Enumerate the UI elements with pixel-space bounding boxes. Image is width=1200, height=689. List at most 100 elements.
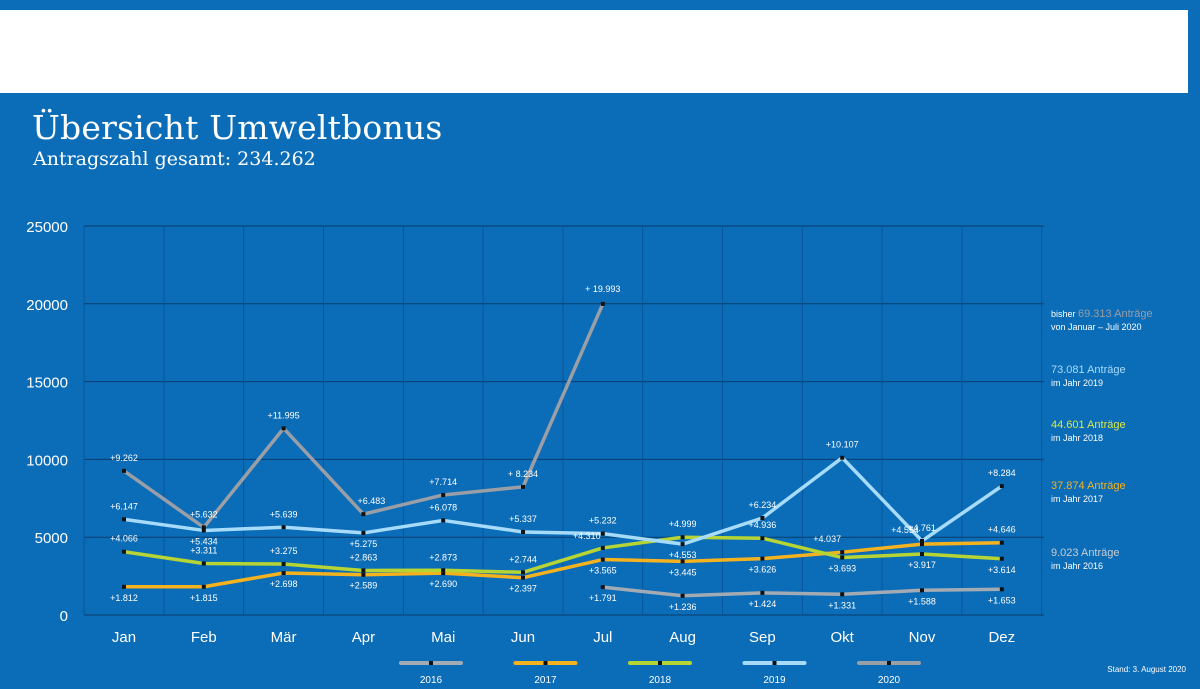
annotation-value: 37.874 Anträge: [1051, 480, 1126, 492]
y-tick-label-20000: 20000: [26, 297, 68, 314]
data-point-2019-Nov: [920, 538, 924, 543]
data-point-2019-Jul: [600, 531, 605, 536]
x-tick-label-Jul: Jul: [593, 629, 612, 646]
data-point-2018-Mai: [441, 568, 446, 573]
x-tick-label-Aug: Aug: [669, 629, 696, 646]
series-2019: [122, 455, 1004, 547]
data-point-2018-Jul: [600, 545, 605, 550]
header-banner: [0, 10, 1188, 93]
stand-date: Stand: 3. August 2020: [1107, 665, 1186, 674]
series-line-2020: [122, 302, 605, 530]
data-label-2017-Jan: +1.812: [110, 593, 138, 603]
data-label-2018-Okt: +3.693: [828, 564, 856, 574]
data-label-2019-Sep: +6.234: [749, 500, 777, 510]
data-label-2020-Feb: +5.632: [190, 509, 218, 519]
data-label-2019-Mär: +5.639: [270, 509, 298, 519]
data-point-2019-Feb: [201, 528, 206, 533]
data-label-2016-Nov: +1.588: [908, 596, 936, 606]
data-label-2017-Jul: +3.565: [589, 566, 617, 576]
annotation-total-4: 9.023 Anträge: [1051, 547, 1120, 559]
legend-marker-2017: [543, 661, 548, 665]
data-label-2017-Nov: +4.554: [891, 525, 919, 535]
annotation-sub-0: von Januar – Juli 2020: [1051, 322, 1142, 332]
data-label-2017-Sep: +3.626: [749, 565, 777, 575]
data-point-2020-Feb: [201, 525, 206, 530]
data-point-2019-Okt: [840, 455, 845, 460]
annotation-value: 44.601 Anträge: [1051, 419, 1126, 431]
data-point-2017-Mär: [281, 571, 286, 576]
data-label-2020-Apr: +6.483: [358, 496, 386, 506]
data-point-2019-Jan: [122, 517, 126, 522]
data-label-2019-Apr: +5.275: [350, 539, 378, 549]
data-point-2019-Jun: [521, 529, 525, 534]
data-label-2016-Okt: +1.331: [828, 600, 856, 610]
series-2018: [122, 535, 1004, 575]
annotation-sub-2: im Jahr 2018: [1051, 433, 1103, 443]
y-tick-label-5000: 5000: [35, 530, 68, 547]
legend-label-2016: 2016: [420, 675, 443, 686]
chart-series: [122, 301, 1004, 598]
data-label-2019-Aug: +4.553: [669, 550, 697, 560]
series-line-2018: [122, 535, 1004, 575]
data-point-2016-Sep: [760, 590, 765, 595]
x-tick-label-Apr: Apr: [352, 629, 375, 646]
data-point-2020-Jul: [600, 301, 605, 306]
data-label-2019-Nov: +4.761: [908, 523, 936, 533]
data-label-2020-Jan: +9.262: [110, 453, 138, 463]
data-label-2018-Apr: +2.863: [350, 552, 378, 562]
series-2017: [122, 540, 1004, 589]
data-label-2017-Mai: +2.690: [429, 579, 457, 589]
annotation-sub-1: im Jahr 2019: [1051, 378, 1103, 388]
data-label-2020-Jun: + 8.234: [508, 469, 538, 479]
annotation-total-3: 37.874 Anträge: [1051, 480, 1126, 492]
data-point-2017-Okt: [840, 550, 845, 555]
x-tick-label-Dez: Dez: [988, 629, 1015, 646]
data-label-2018-Jul: +4.310: [573, 531, 601, 541]
x-tick-label-Jun: Jun: [511, 629, 535, 646]
data-label-2018-Jun: +2.744: [509, 554, 537, 564]
data-point-2017-Nov: [920, 542, 924, 547]
legend-label-2019: 2019: [763, 675, 786, 686]
data-label-2019-Dez: +8.284: [988, 468, 1016, 478]
data-label-2019-Okt: +10.107: [826, 440, 859, 450]
data-label-2018-Dez: +3.614: [988, 565, 1016, 575]
data-label-2016-Aug: +1.236: [669, 602, 697, 612]
y-tick-label-0: 0: [60, 608, 68, 625]
data-point-2018-Sep: [760, 536, 765, 541]
y-tick-label-10000: 10000: [26, 452, 68, 469]
series-2020: [122, 301, 605, 530]
data-point-2018-Okt: [840, 555, 845, 560]
data-label-2019-Jul: +5.232: [589, 516, 617, 526]
chart-annotations: bisher 69.313 Anträge von Januar – Juli 2…: [1051, 308, 1153, 571]
data-point-2017-Jan: [122, 584, 126, 589]
data-label-2020-Mär: +11.995: [268, 410, 300, 420]
legend-label-2018: 2018: [649, 675, 672, 686]
x-tick-label-Mär: Mär: [271, 629, 297, 646]
annotation-sub-3: im Jahr 2017: [1051, 494, 1103, 504]
data-label-2017-Dez: +4.646: [988, 525, 1016, 535]
chart-legend: 2016 2017 2018 2019 2020: [399, 661, 921, 686]
chart-title: Übersicht Umweltbonus: [32, 108, 443, 147]
x-tick-label-Sep: Sep: [749, 629, 776, 646]
data-point-2016-Aug: [680, 593, 685, 598]
data-label-2017-Jun: +2.397: [509, 584, 537, 594]
data-label-2019-Feb: +5.434: [190, 536, 218, 546]
data-label-2018-Nov: +3.917: [908, 560, 936, 570]
data-point-2017-Apr: [361, 572, 366, 577]
x-tick-label-Jan: Jan: [112, 629, 136, 646]
x-tick-label-Okt: Okt: [831, 629, 855, 646]
data-point-2017-Sep: [760, 556, 765, 561]
data-label-2018-Sep: +4.936: [749, 520, 777, 530]
series-line-2019: [122, 455, 1004, 546]
data-point-2017-Dez: [999, 540, 1004, 545]
data-point-2020-Apr: [361, 512, 366, 517]
annotation-total-1: 73.081 Anträge: [1051, 364, 1126, 376]
data-label-2017-Mär: +2.698: [270, 579, 298, 589]
data-label-2018-Aug: +4.999: [669, 519, 697, 529]
data-label-2016-Jul: +1.791: [589, 593, 617, 603]
data-point-2018-Aug: [680, 535, 685, 540]
data-label-2018-Mai: +2.873: [429, 552, 457, 562]
legend-marker-2019: [772, 661, 777, 665]
series-line-2016: [601, 585, 1004, 598]
